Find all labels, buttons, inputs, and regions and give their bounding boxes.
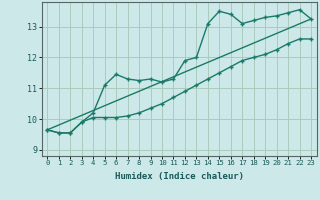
X-axis label: Humidex (Indice chaleur): Humidex (Indice chaleur) [115,172,244,181]
